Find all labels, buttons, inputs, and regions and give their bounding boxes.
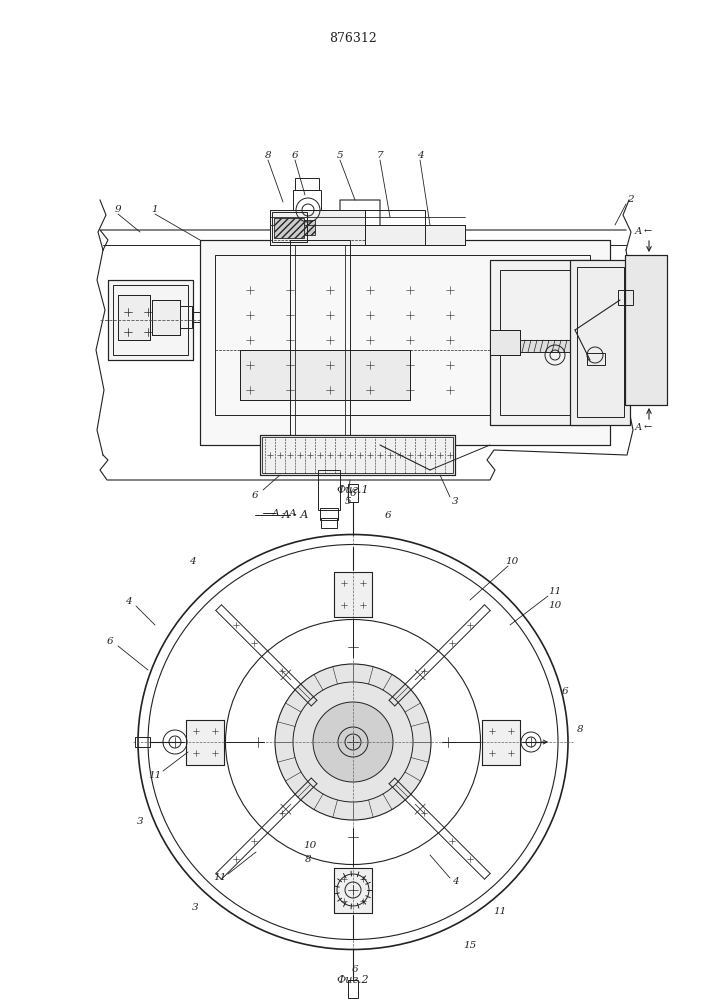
Bar [348, 484, 358, 502]
Text: 6: 6 [252, 490, 258, 499]
Bar [348, 980, 358, 998]
Bar [625, 255, 667, 405]
Text: 10: 10 [549, 600, 561, 609]
Polygon shape [482, 720, 520, 764]
Text: 9: 9 [115, 206, 122, 215]
Text: 876312: 876312 [329, 31, 377, 44]
Bar [180, 306, 192, 328]
Bar [320, 508, 338, 520]
Text: 6: 6 [350, 489, 356, 498]
Text: 4: 4 [416, 150, 423, 159]
Text: 4: 4 [189, 558, 195, 566]
Bar [262, 437, 453, 473]
Polygon shape [334, 572, 372, 616]
Text: 6: 6 [107, 638, 113, 647]
Text: 6: 6 [385, 510, 391, 520]
Bar [135, 737, 150, 747]
Bar [118, 295, 150, 340]
Circle shape [275, 664, 431, 820]
Text: 3: 3 [192, 904, 198, 912]
Bar [272, 212, 307, 242]
Bar [321, 518, 337, 528]
Bar [200, 240, 610, 445]
Bar [490, 260, 600, 425]
Bar [318, 470, 340, 510]
Bar [113, 285, 188, 355]
Text: 3: 3 [452, 497, 458, 506]
Bar [295, 245, 345, 440]
Text: 6: 6 [561, 688, 568, 696]
Text: 8: 8 [305, 856, 311, 864]
Bar [293, 190, 321, 210]
Text: 11: 11 [214, 874, 227, 882]
Bar [215, 255, 590, 415]
Text: 6: 6 [351, 966, 358, 974]
Text: 11: 11 [549, 587, 561, 596]
Text: А - А: А - А [281, 510, 309, 520]
Bar [577, 267, 624, 417]
Text: 6: 6 [292, 150, 298, 159]
Text: 2: 2 [626, 196, 633, 205]
Bar [260, 435, 455, 475]
Polygon shape [186, 720, 224, 764]
Bar [240, 350, 410, 400]
Bar [490, 330, 520, 355]
Text: 10: 10 [506, 558, 519, 566]
Bar [365, 225, 465, 245]
Bar [260, 435, 455, 475]
Text: 11: 11 [148, 770, 162, 780]
Text: ←: ← [644, 228, 652, 236]
Bar [118, 295, 150, 340]
Bar [295, 178, 319, 190]
Text: 4: 4 [124, 597, 132, 606]
Bar [152, 300, 180, 335]
Text: ←: ← [644, 424, 652, 432]
Text: 5: 5 [337, 150, 344, 159]
Bar [500, 270, 590, 415]
Bar [200, 240, 610, 445]
Text: Фиг.2: Фиг.2 [337, 975, 369, 985]
Text: 8: 8 [264, 150, 271, 159]
Bar [618, 290, 633, 305]
Bar [152, 300, 180, 335]
Bar [570, 260, 630, 425]
Text: 7: 7 [377, 150, 383, 159]
Text: 5: 5 [345, 497, 351, 506]
Bar [520, 340, 570, 352]
Bar [290, 240, 350, 445]
Bar [490, 330, 520, 355]
Text: 11: 11 [493, 908, 507, 916]
Bar [270, 210, 365, 245]
Text: 10: 10 [303, 840, 317, 850]
Bar [490, 260, 600, 425]
Bar [240, 350, 410, 400]
Text: Фиг.1: Фиг.1 [337, 485, 369, 495]
Text: 4: 4 [452, 878, 458, 886]
Bar [274, 218, 304, 238]
Text: 1: 1 [152, 206, 158, 215]
Text: А - А: А - А [271, 508, 297, 518]
Bar [625, 255, 667, 405]
Text: 8: 8 [577, 726, 583, 734]
Bar [587, 353, 605, 365]
Text: А: А [634, 424, 642, 432]
Bar [365, 210, 425, 245]
Text: А: А [634, 228, 642, 236]
Polygon shape [334, 867, 372, 912]
Bar [570, 260, 630, 425]
Circle shape [313, 702, 393, 782]
Bar [192, 312, 200, 322]
Bar [108, 280, 193, 360]
Bar [270, 210, 365, 245]
Text: 3: 3 [136, 818, 144, 826]
Text: 15: 15 [463, 940, 477, 950]
Bar [365, 225, 465, 245]
Bar [108, 280, 193, 360]
Bar [275, 220, 315, 235]
